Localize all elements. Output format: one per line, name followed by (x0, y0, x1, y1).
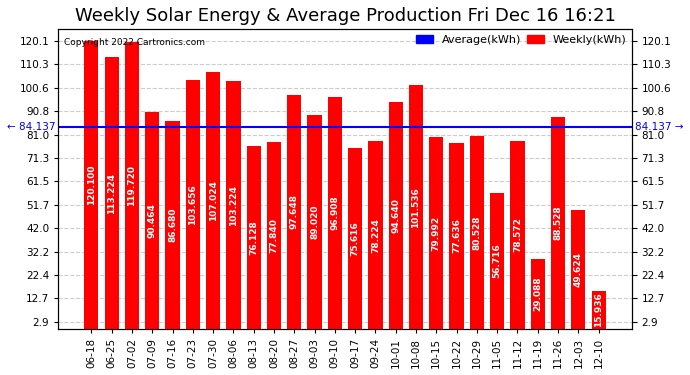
Text: 80.528: 80.528 (473, 215, 482, 249)
Text: 103.224: 103.224 (229, 184, 238, 225)
Bar (145, 112, 159, 329)
Bar (388, 102, 403, 329)
Bar (206, 72, 220, 329)
Bar (490, 193, 504, 329)
Text: 78.572: 78.572 (513, 217, 522, 252)
Text: 49.624: 49.624 (574, 252, 583, 287)
Bar (511, 141, 524, 329)
Text: 89.020: 89.020 (310, 205, 319, 239)
Bar (368, 141, 382, 329)
Text: 15.936: 15.936 (594, 292, 603, 327)
Text: 96.908: 96.908 (331, 195, 339, 230)
Bar (287, 95, 302, 329)
Bar (84, 41, 99, 329)
Text: 90.464: 90.464 (148, 203, 157, 238)
Bar (429, 137, 444, 329)
Bar (186, 80, 200, 329)
Text: 113.224: 113.224 (107, 172, 116, 214)
Bar (409, 86, 423, 329)
Text: 119.720: 119.720 (128, 165, 137, 206)
Bar (226, 81, 241, 329)
Bar (105, 57, 119, 329)
Text: 76.128: 76.128 (249, 220, 258, 255)
Bar (125, 42, 139, 329)
Text: 78.224: 78.224 (371, 217, 380, 252)
Bar (267, 142, 281, 329)
Bar (328, 97, 342, 329)
Bar (348, 148, 362, 329)
Bar (591, 291, 606, 329)
Text: 84.137 →: 84.137 → (635, 122, 683, 132)
Text: 107.024: 107.024 (208, 180, 217, 221)
Text: 97.648: 97.648 (290, 194, 299, 229)
Bar (531, 259, 545, 329)
Text: 103.656: 103.656 (188, 184, 197, 225)
Text: 120.100: 120.100 (87, 165, 96, 205)
Text: 86.680: 86.680 (168, 208, 177, 242)
Text: ← 84.137: ← 84.137 (7, 122, 55, 132)
Bar (246, 146, 261, 329)
Text: 75.616: 75.616 (351, 221, 359, 256)
Bar (551, 117, 565, 329)
Bar (470, 136, 484, 329)
Text: 56.716: 56.716 (493, 243, 502, 278)
Legend: Average(kWh), Weekly(kWh): Average(kWh), Weekly(kWh) (417, 35, 627, 45)
Text: 77.840: 77.840 (270, 218, 279, 253)
Title: Weekly Solar Energy & Average Production Fri Dec 16 16:21: Weekly Solar Energy & Average Production… (75, 7, 615, 25)
Text: 94.640: 94.640 (391, 198, 400, 233)
Text: Copyright 2022 Cartronics.com: Copyright 2022 Cartronics.com (64, 38, 205, 47)
Bar (449, 143, 464, 329)
Text: 77.636: 77.636 (452, 218, 461, 253)
Text: 101.536: 101.536 (411, 187, 420, 228)
Text: 79.992: 79.992 (432, 215, 441, 250)
Bar (571, 210, 585, 329)
Text: 29.088: 29.088 (533, 277, 542, 311)
Text: 88.528: 88.528 (553, 206, 562, 240)
Bar (308, 116, 322, 329)
Bar (166, 121, 179, 329)
